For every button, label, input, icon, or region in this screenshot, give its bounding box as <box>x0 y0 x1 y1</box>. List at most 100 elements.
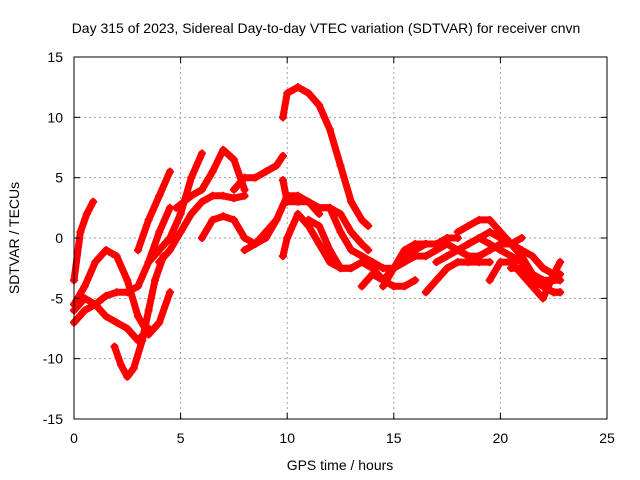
series-arc-9 <box>172 145 249 212</box>
data-point <box>144 215 153 224</box>
data-point <box>315 240 324 249</box>
series-trace <box>145 150 206 266</box>
data-point <box>80 306 89 315</box>
data-point <box>432 276 441 285</box>
series-trace <box>134 168 174 254</box>
series-arc-23 <box>464 227 565 279</box>
data-point <box>283 89 292 98</box>
data-point <box>229 194 238 203</box>
y-tick-label: 5 <box>55 170 63 186</box>
data-point <box>517 264 526 273</box>
data-point <box>133 312 142 321</box>
data-point <box>133 282 142 291</box>
data-point <box>325 258 334 267</box>
data-point <box>336 227 345 236</box>
data-point <box>485 258 494 267</box>
data-point <box>172 203 181 212</box>
series-arc-1 <box>70 197 98 285</box>
series-arc-25 <box>507 264 565 297</box>
series-trace <box>464 228 564 278</box>
chart-title: Day 315 of 2023, Sidereal Day-to-day VTE… <box>72 20 581 36</box>
data-point <box>197 197 206 206</box>
data-point <box>112 318 121 327</box>
data-point <box>165 288 174 297</box>
data-point <box>208 191 217 200</box>
data-point <box>144 306 153 315</box>
data-point <box>485 215 494 224</box>
data-point <box>123 324 132 333</box>
data-point <box>528 276 537 285</box>
series-arc-8 <box>155 191 249 267</box>
data-point <box>283 234 292 242</box>
series-arc-16 <box>304 215 420 291</box>
data-point <box>443 264 452 273</box>
data-point <box>507 264 516 273</box>
data-point <box>187 209 196 218</box>
data-point <box>325 203 334 212</box>
x-tick-label: 0 <box>70 430 78 446</box>
data-point <box>165 234 174 242</box>
data-point <box>278 252 287 261</box>
x-axis-label: GPS time / hours <box>287 457 394 473</box>
data-point <box>443 240 452 249</box>
data-point <box>219 212 228 221</box>
data-point <box>364 246 373 255</box>
data-point <box>110 342 119 351</box>
y-tick-label: -5 <box>51 290 64 306</box>
data-point <box>475 234 484 242</box>
axis-ticks: 0 5 10 15 20 25 -15 -10 -5 0 5 10 15 <box>43 49 615 446</box>
data-point <box>197 185 206 194</box>
data-point <box>176 209 185 218</box>
data-point <box>517 234 526 242</box>
data-point <box>208 215 217 224</box>
data-point <box>112 288 121 297</box>
x-tick-label: 25 <box>599 430 615 446</box>
data-point <box>421 252 430 261</box>
series-trace <box>70 246 174 338</box>
data-series <box>70 83 565 381</box>
data-point <box>357 215 366 224</box>
data-point <box>155 318 164 327</box>
data-point <box>101 246 110 255</box>
data-point <box>304 197 313 206</box>
data-point <box>293 197 302 206</box>
data-point <box>272 161 281 170</box>
data-point <box>293 83 302 92</box>
data-point <box>485 227 494 236</box>
data-point <box>283 197 292 206</box>
data-point <box>464 258 473 267</box>
data-point <box>293 209 302 218</box>
data-point <box>219 145 228 154</box>
data-point <box>539 294 548 303</box>
data-point <box>80 294 89 303</box>
data-point <box>421 288 430 297</box>
data-point <box>176 227 185 236</box>
data-point <box>379 282 388 291</box>
data-point <box>496 246 505 255</box>
data-point <box>80 282 89 291</box>
data-point <box>165 167 174 176</box>
data-point <box>278 176 287 185</box>
data-point <box>325 246 334 255</box>
data-point <box>368 258 377 267</box>
series-trace <box>279 83 372 230</box>
series-arc-20 <box>421 258 494 297</box>
data-point <box>101 312 110 321</box>
data-point <box>155 227 164 236</box>
series-arc-11 <box>229 151 287 194</box>
y-tick-label: 0 <box>55 230 63 246</box>
data-point <box>116 360 125 369</box>
data-point <box>411 240 420 249</box>
series-trace <box>230 152 287 194</box>
series-trace <box>111 252 167 381</box>
data-point <box>336 209 345 218</box>
data-point <box>155 258 164 267</box>
series-trace <box>422 258 494 296</box>
data-point <box>197 234 206 242</box>
data-point <box>315 203 324 212</box>
data-point <box>123 276 132 285</box>
data-point <box>278 151 287 160</box>
data-point <box>549 270 558 279</box>
data-point <box>261 227 270 236</box>
data-point <box>539 264 548 273</box>
